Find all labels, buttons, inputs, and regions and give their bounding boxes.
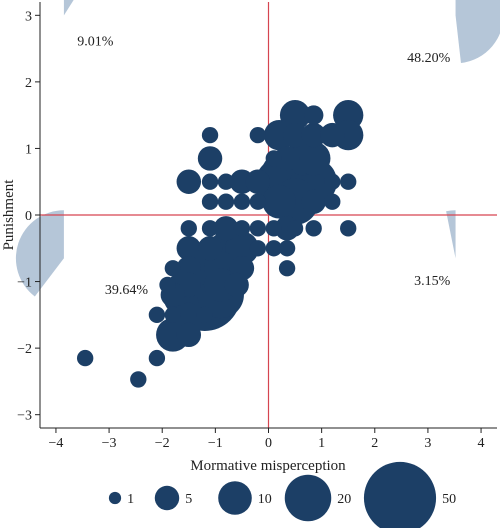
data-point: [197, 146, 223, 171]
y-tick-label: −1: [17, 276, 32, 291]
data-point: [130, 371, 147, 388]
data-point: [320, 122, 345, 148]
data-point: [296, 141, 331, 176]
legend-marker: [363, 461, 437, 528]
legend-label: 10: [258, 492, 272, 507]
data-point: [265, 220, 282, 237]
data-point: [197, 236, 223, 261]
data-point: [224, 272, 249, 298]
legend-marker: [284, 474, 332, 522]
legend-label: 5: [185, 492, 192, 507]
wedge-label-bottom-left: 39.64%: [105, 283, 149, 298]
data-point: [262, 184, 296, 219]
wedge-label-bottom-right: 3.15%: [414, 274, 451, 289]
y-tick-label: −3: [17, 409, 32, 424]
legend-label: 50: [442, 492, 456, 507]
legend-label: 20: [337, 492, 351, 507]
data-point: [265, 240, 282, 257]
data-point: [159, 276, 176, 294]
data-point: [324, 173, 341, 190]
data-point: [278, 260, 296, 277]
x-tick-label: −3: [102, 436, 117, 451]
x-tick-label: −4: [48, 436, 63, 451]
data-point: [249, 240, 267, 257]
data-point: [180, 220, 197, 237]
data-point: [340, 220, 357, 237]
legend-marker: [108, 491, 122, 505]
y-tick-label: 2: [25, 76, 32, 91]
y-axis-label: Punishment: [1, 179, 17, 251]
data-point: [201, 220, 219, 237]
data-point: [278, 240, 296, 257]
x-tick-label: 2: [371, 436, 378, 451]
data-point: [301, 122, 326, 148]
data-point: [164, 260, 182, 277]
data-point: [340, 173, 357, 190]
data-point: [164, 306, 182, 324]
data-point: [176, 169, 202, 194]
data-point: [233, 193, 251, 210]
data-point: [245, 169, 271, 194]
wedge-labels: 9.01% 48.20% 39.64% 3.15%: [77, 34, 450, 298]
y-tick-label: −2: [17, 342, 32, 357]
data-point: [249, 126, 267, 144]
data-point: [249, 220, 267, 237]
data-point: [213, 216, 239, 241]
data-point: [196, 306, 213, 324]
data-point: [217, 193, 235, 210]
reference-lines: [40, 2, 497, 428]
wedge-bottom-right: [446, 210, 456, 259]
legend-marker: [154, 485, 180, 511]
legend-label: 1: [127, 492, 134, 507]
data-point: [217, 173, 235, 190]
axes: −4 −3 −2 −1 0 1 2 3 4 −3 −2 −1 0 1 2 3: [17, 2, 497, 451]
data-point: [233, 220, 251, 237]
data-point: [148, 306, 166, 324]
data-point: [324, 193, 341, 210]
x-tick-label: 1: [318, 436, 325, 451]
y-tick-label: 1: [25, 142, 32, 157]
data-point: [305, 220, 322, 237]
data-point: [201, 193, 219, 210]
data-point: [282, 122, 308, 148]
data-point: [201, 126, 219, 144]
x-tick-label: −2: [155, 436, 170, 451]
x-axis-label: Mormative misperception: [190, 458, 346, 474]
data-point: [176, 322, 202, 348]
x-tick-label: 4: [478, 436, 485, 451]
data-point: [201, 173, 219, 190]
data-point: [148, 349, 166, 367]
wedge-top-right: [455, 0, 500, 64]
wedge-label-top-left: 9.01%: [77, 34, 114, 49]
x-tick-label: 3: [424, 436, 431, 451]
data-point: [249, 193, 267, 210]
x-tick-label: −1: [208, 436, 223, 451]
quadrant-wedges: [15, 0, 500, 297]
data-point: [176, 302, 202, 328]
data-points: [76, 100, 364, 388]
data-point: [274, 146, 300, 171]
y-tick-label: 3: [25, 9, 32, 24]
legend-marker: [218, 481, 252, 515]
size-legend: 1 5 10 20 50: [108, 461, 456, 528]
y-tick-label: 0: [25, 209, 32, 224]
data-point: [176, 236, 202, 261]
x-tick-label: 0: [265, 436, 272, 451]
data-point: [303, 105, 324, 125]
data-point: [286, 220, 304, 237]
data-point: [301, 189, 326, 214]
data-point: [76, 349, 94, 367]
wedge-label-top-right: 48.20%: [407, 51, 451, 66]
data-point: [265, 150, 282, 167]
data-point: [225, 231, 259, 266]
wedge-top-left: [63, 0, 74, 16]
